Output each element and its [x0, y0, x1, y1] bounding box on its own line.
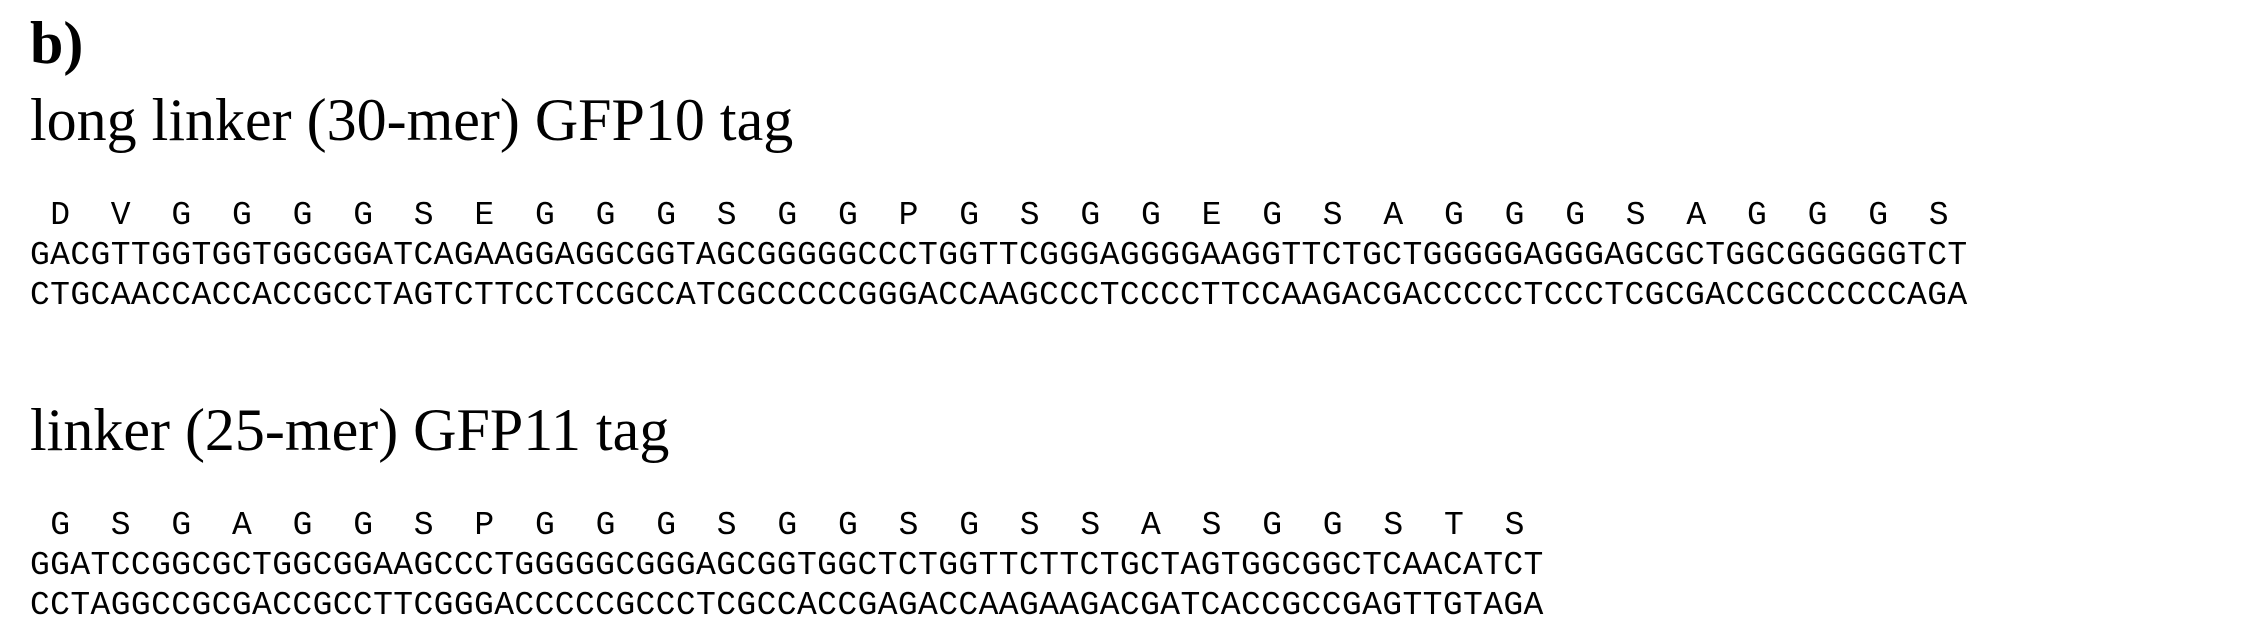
amino-acid-letter: G	[50, 507, 71, 544]
amino-acid-letter: S	[1928, 197, 1949, 234]
amino-acid-letter: T	[1444, 507, 1465, 544]
panel-label: b)	[30, 10, 84, 76]
amino-acid-letter: P	[898, 197, 919, 234]
amino-acid-letter: S	[1019, 197, 1040, 234]
section-title-long-linker: long linker (30-mer) GFP10 tag	[30, 87, 794, 153]
amino-acid-letter: S	[413, 197, 434, 234]
amino-acid-letter: G	[1747, 197, 1768, 234]
amino-acid-letter: G	[535, 507, 556, 544]
amino-acid-letter: S	[716, 507, 737, 544]
amino-acid-letter: G	[1565, 197, 1586, 234]
reverse-strand: CTGCAACCACCACCGCCTAGTCTTCCTCCGCCATCGCCCC…	[30, 277, 1968, 314]
amino-acid-letter: S	[716, 197, 737, 234]
amino-acid-letter: G	[1141, 197, 1162, 234]
amino-acid-letter: S	[413, 507, 434, 544]
amino-acid-letter: G	[1868, 197, 1889, 234]
forward-strand: GGATCCGGCGCTGGCGGAAGCCCTGGGGGCGGGAGCGGTG…	[30, 547, 1544, 584]
amino-acid-letter: G	[595, 197, 616, 234]
amino-acid-letter: G	[959, 197, 980, 234]
amino-acid-letter: S	[1625, 197, 1646, 234]
amino-acid-letter: A	[1383, 197, 1404, 234]
amino-acid-letter: G	[1262, 507, 1283, 544]
amino-acid-letter: G	[838, 197, 859, 234]
amino-acid-letter: G	[292, 197, 313, 234]
sequence-block-long-linker: D V G G G G S E G G G S G G P G S G G E G S A G G G S A G G G S GACGTTG…	[30, 196, 1968, 316]
amino-acid-letter: P	[474, 507, 495, 544]
amino-acid-letter: G	[1807, 197, 1828, 234]
amino-acid-letter: S	[110, 507, 131, 544]
amino-acid-letter: S	[898, 507, 919, 544]
section-title-short-linker: linker (25-mer) GFP11 tag	[30, 397, 670, 463]
amino-acid-letter: E	[474, 197, 495, 234]
amino-acid-letter: G	[1262, 197, 1283, 234]
amino-acid-letter: S	[1019, 507, 1040, 544]
amino-acid-letter: S	[1322, 197, 1343, 234]
amino-acid-letter: S	[1383, 507, 1404, 544]
amino-acid-letter: G	[1444, 197, 1465, 234]
amino-acid-letter: G	[777, 197, 798, 234]
amino-acid-letter: G	[959, 507, 980, 544]
amino-acid-letter: G	[777, 507, 798, 544]
amino-acid-letter: S	[1504, 507, 1525, 544]
amino-acid-letter: G	[353, 507, 374, 544]
amino-acid-letter: S	[1080, 507, 1101, 544]
amino-acid-letter: G	[171, 507, 192, 544]
amino-acid-letter: G	[1322, 507, 1343, 544]
amino-acid-letter: V	[110, 197, 131, 234]
amino-acid-letter: D	[50, 197, 71, 234]
forward-strand: GACGTTGGTGGTGGCGGATCAGAAGGAGGCGGTAGCGGGG…	[30, 237, 1968, 274]
reverse-strand: CCTAGGCCGCGACCGCCTTCGGGACCCCCGCCCTCGCCAC…	[30, 587, 1544, 624]
amino-acid-letter: G	[838, 507, 859, 544]
amino-acid-letter: G	[292, 507, 313, 544]
amino-acid-letter: G	[595, 507, 616, 544]
amino-acid-letter: S	[1201, 507, 1222, 544]
amino-acid-letter: G	[535, 197, 556, 234]
amino-acid-letter: G	[1080, 197, 1101, 234]
amino-acid-letter: G	[232, 197, 253, 234]
amino-acid-letter: A	[1141, 507, 1162, 544]
amino-acid-letter: E	[1201, 197, 1222, 234]
amino-acid-letter: G	[656, 507, 677, 544]
amino-acid-letter: G	[1504, 197, 1525, 234]
amino-acid-letter: G	[656, 197, 677, 234]
sequence-block-short-linker: G S G A G G S P G G G S G G S G S S A S G G S T S GGATCCGGCGCTGG…	[30, 506, 1544, 626]
amino-acid-letter: G	[171, 197, 192, 234]
amino-acid-letter: G	[353, 197, 374, 234]
amino-acid-letter: A	[232, 507, 253, 544]
amino-acid-letter: A	[1686, 197, 1707, 234]
